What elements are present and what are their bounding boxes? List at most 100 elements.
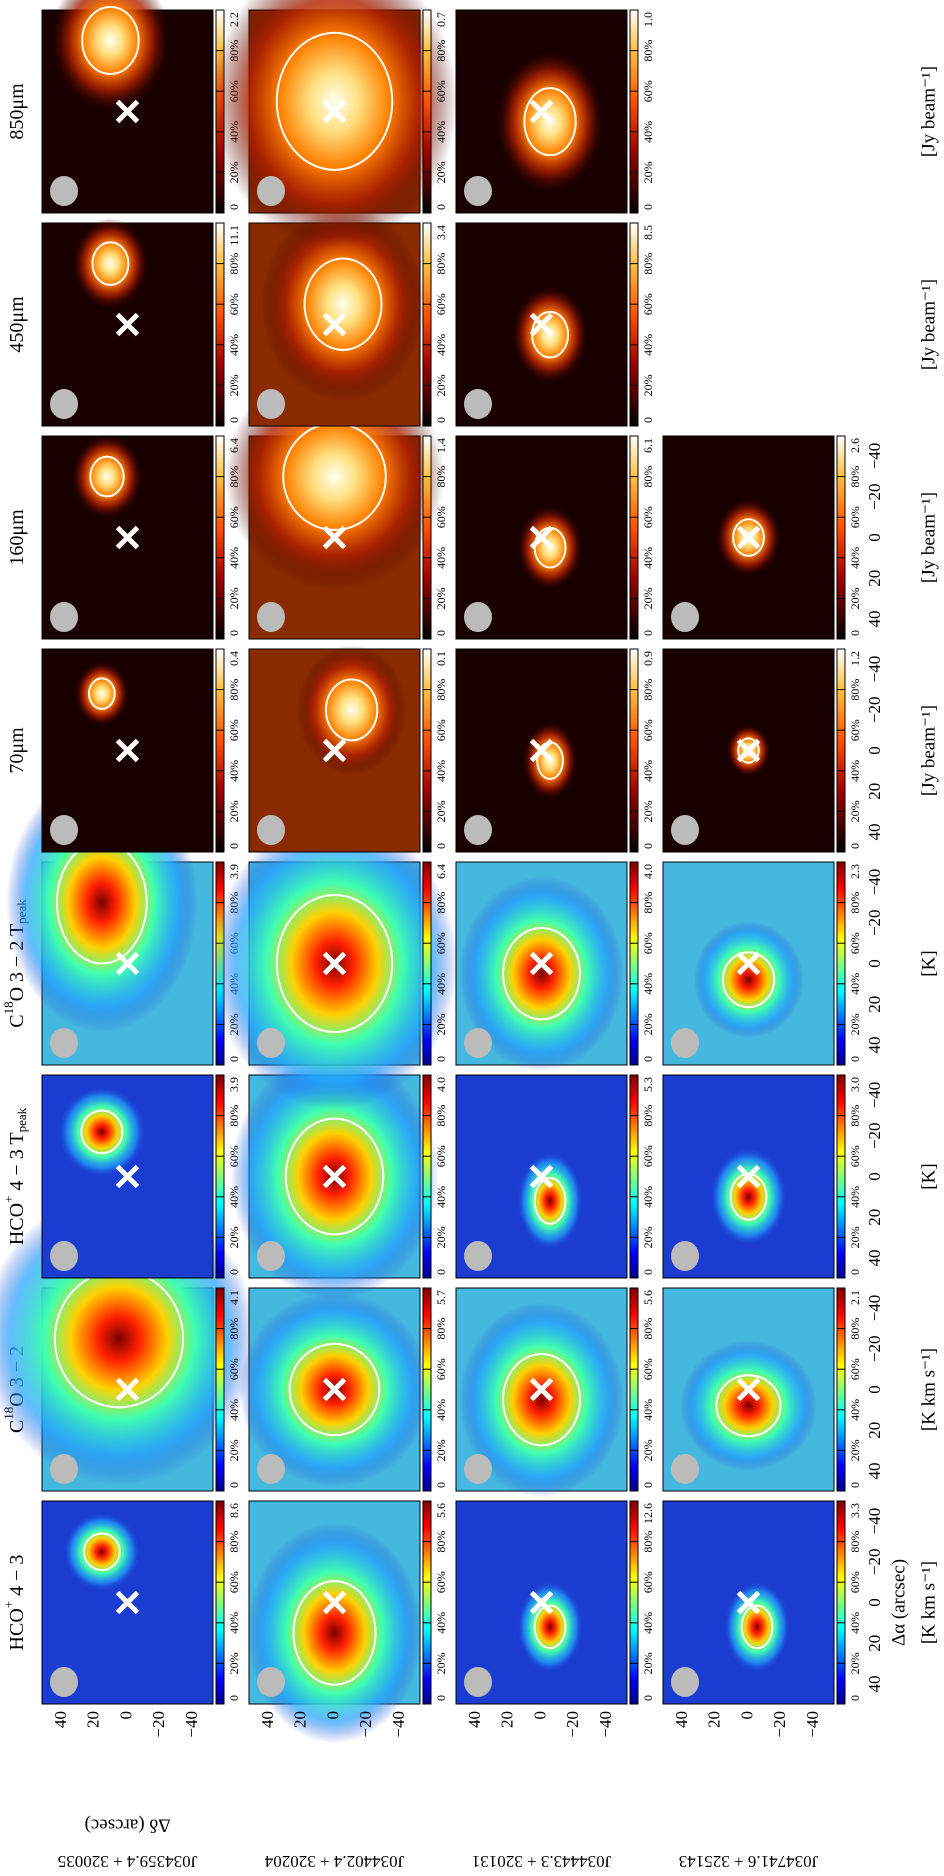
colorbar-tick-label: 20% [227, 587, 241, 609]
colorbar-min: 0 [848, 1482, 862, 1488]
colorbar-tick-label: 80% [434, 253, 448, 275]
x-tick-label: 0 [865, 1598, 884, 1607]
colorbar-min: 0 [641, 1269, 655, 1275]
y-tick-label: −40 [596, 1711, 615, 1738]
colorbar-tick-label: 80% [641, 466, 655, 488]
colorbar-tick-label: 80% [848, 1531, 862, 1553]
beam [671, 815, 699, 845]
colorbar-max: 3.3 [848, 1503, 862, 1518]
beam [671, 602, 699, 632]
beam [50, 389, 78, 419]
colorbar-tick-label: 40% [434, 334, 448, 356]
x-tick-label: 40 [865, 1250, 884, 1267]
emission-blob [680, 1341, 817, 1471]
colorbar-tick-label: 80% [227, 253, 241, 275]
colorbar-tick-label: 20% [848, 1652, 862, 1674]
colorbar [630, 10, 638, 213]
colorbar-min: 0 [641, 1695, 655, 1701]
colorbar-tick-label: 40% [848, 547, 862, 569]
x-tick-label: 0 [865, 1385, 884, 1394]
beam [464, 1241, 492, 1271]
figure-canvas: HCO+ 4 − 3020%40%60%80%8.640200−20−40020… [0, 0, 944, 1876]
beam [257, 1241, 285, 1271]
colorbar-tick-label: 20% [641, 1226, 655, 1248]
colorbar-tick-label: 20% [227, 1439, 241, 1461]
colorbar-tick-label: 20% [227, 1652, 241, 1674]
colorbar-tick-label: 20% [848, 800, 862, 822]
title-rest: 4 − 3 [6, 1555, 28, 1601]
unit-label: [K km s⁻¹] [918, 1348, 939, 1431]
title-base: HCO [6, 1203, 28, 1245]
colorbar-tick-label: 80% [641, 1105, 655, 1127]
colorbar-tick-label: 20% [641, 1652, 655, 1674]
y-tick-label: 40 [258, 1711, 277, 1728]
colorbar-tick-label: 40% [227, 547, 241, 569]
colorbar-min: 0 [227, 1695, 241, 1701]
colorbar-tick-label: 80% [848, 679, 862, 701]
title-sup: 18 [1, 1001, 16, 1014]
colorbar-tick-label: 80% [641, 892, 655, 914]
colorbar-tick-label: 20% [641, 161, 655, 183]
column-title: 70μm [6, 727, 28, 774]
x-tick-label: 40 [865, 611, 884, 628]
colorbar-tick-label: 80% [641, 40, 655, 62]
colorbar-tick-label: 20% [434, 161, 448, 183]
colorbar [423, 10, 431, 213]
colorbar-tick-label: 80% [434, 1318, 448, 1340]
colorbar-max: 5.3 [641, 1077, 655, 1092]
colorbar [423, 1075, 431, 1278]
colorbar-max: 12.6 [641, 1503, 655, 1524]
colorbar [630, 649, 638, 852]
colorbar-tick-label: 40% [434, 760, 448, 782]
colorbar-tick-label: 60% [434, 1571, 448, 1593]
colorbar-max: 3.9 [227, 1077, 241, 1092]
colorbar [837, 436, 845, 639]
y-tick-label: 0 [530, 1711, 549, 1720]
beam [50, 602, 78, 632]
y-tick-label: −40 [182, 1711, 201, 1738]
colorbar-max: 0.1 [434, 651, 448, 666]
colorbar-tick-label: 80% [848, 1318, 862, 1340]
colorbar-min: 0 [227, 1482, 241, 1488]
colorbar-tick-label: 20% [434, 1652, 448, 1674]
emission-blob [58, 1086, 146, 1177]
colorbar-max: 4.1 [227, 1290, 241, 1305]
colorbar-min: 0 [641, 1482, 655, 1488]
colorbar-max: 8.5 [641, 225, 655, 240]
colorbar-tick-label: 40% [641, 1612, 655, 1634]
colorbar-tick-label: 60% [434, 80, 448, 102]
colorbar-min: 0 [641, 417, 655, 423]
colorbar-tick-label: 80% [641, 679, 655, 701]
colorbar-tick-label: 40% [434, 1399, 448, 1421]
colorbar-min: 0 [848, 1056, 862, 1062]
colorbar-tick-label: 80% [434, 40, 448, 62]
unit-label: [Jy beam⁻¹] [918, 66, 939, 157]
colorbar-tick-label: 80% [227, 1318, 241, 1340]
colorbar [630, 436, 638, 639]
x-tick-label: 20 [865, 1635, 884, 1652]
beam [50, 815, 78, 845]
y-tick-label: 20 [291, 1711, 310, 1728]
colorbar-max: 3.0 [848, 1077, 862, 1092]
y-tick-label: 0 [737, 1711, 756, 1720]
colorbar-max: 0.9 [641, 651, 655, 666]
unit-label: [Jy beam⁻¹] [918, 279, 939, 370]
colorbar-tick-label: 40% [227, 1399, 241, 1421]
colorbar-tick-label: 80% [848, 892, 862, 914]
colorbar-tick-label: 20% [848, 1439, 862, 1461]
title-base: 850μm [6, 83, 28, 140]
colorbar [630, 1501, 638, 1704]
colorbar [630, 223, 638, 426]
title-base: 160μm [6, 509, 28, 566]
colorbar-tick-label: 80% [641, 253, 655, 275]
row-label: J034402.4 + 320204 [264, 1852, 404, 1871]
x-tick-label: 20 [865, 996, 884, 1013]
y-tick-label: −20 [563, 1711, 582, 1738]
colorbar-min: 0 [848, 1695, 862, 1701]
colorbar-tick-label: 80% [641, 1531, 655, 1553]
x-tick-label: 0 [865, 959, 884, 968]
colorbar-tick-label: 20% [641, 1439, 655, 1461]
y-tick-label: 40 [672, 1711, 691, 1728]
colorbar-tick-label: 80% [641, 1318, 655, 1340]
figure: HCO+ 4 − 3020%40%60%80%8.640200−20−40020… [0, 0, 944, 1876]
